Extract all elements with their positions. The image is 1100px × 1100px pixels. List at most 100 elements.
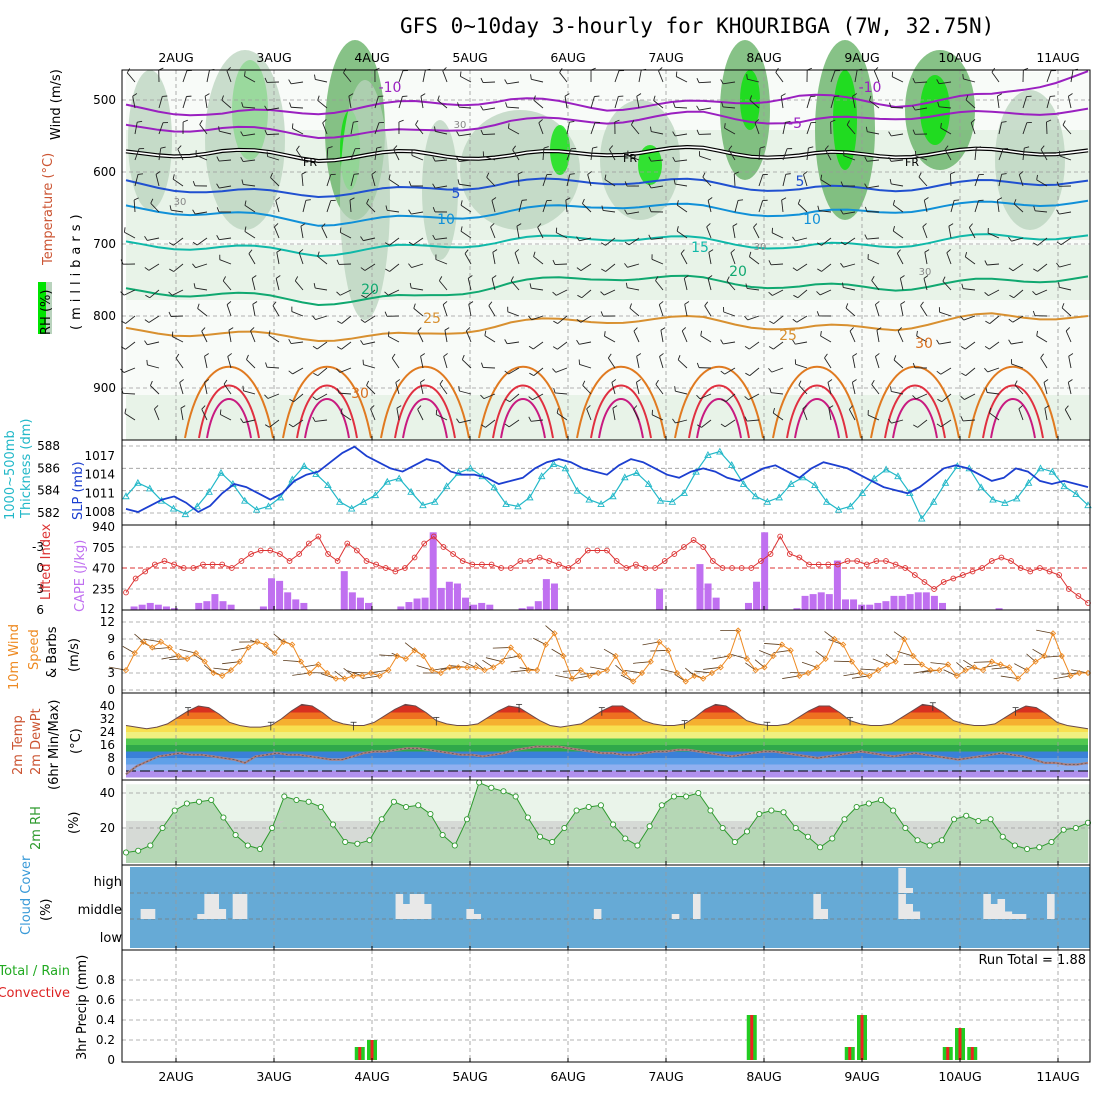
lifted-index-point — [527, 558, 533, 564]
wind-barb — [781, 200, 784, 213]
low-level-isotherm — [402, 398, 448, 439]
wind-barb — [388, 178, 400, 187]
wind-barb — [747, 287, 760, 291]
wind-barb-flag — [625, 282, 628, 288]
cape-bar — [292, 599, 300, 610]
wind-barb-flag — [950, 171, 956, 175]
wind-barb — [370, 408, 376, 421]
lifted-index-line — [125, 535, 1089, 604]
wind-barb-flag — [1062, 120, 1066, 126]
cloud-mid-bar — [820, 909, 829, 919]
wind-barb — [219, 130, 232, 135]
wind-barb — [796, 315, 808, 323]
wind-barb-flag — [552, 346, 558, 350]
wind-barb-flag — [553, 387, 556, 394]
wind-barb-flag — [442, 301, 448, 305]
wind-barb — [627, 155, 640, 161]
wind-speed-point — [122, 667, 130, 674]
cape-bar — [211, 594, 219, 610]
surface-wind-barb — [231, 647, 249, 651]
wind-barb-flag — [504, 370, 509, 375]
wind-barb — [555, 392, 568, 395]
surface-wind-barb — [283, 659, 301, 663]
wind-barb-flag — [653, 95, 656, 101]
wind-barb — [867, 131, 880, 135]
wind-barb-flag — [754, 119, 760, 124]
wind-barb-flag — [1040, 353, 1044, 359]
date-label-top: 2AUG — [158, 50, 193, 65]
wind-barb-flag — [696, 105, 700, 111]
wind-barb — [508, 127, 520, 135]
wind-barb — [566, 174, 571, 187]
wind-barb-flag — [888, 131, 892, 137]
wind-barb — [612, 408, 616, 421]
cloud-mid-bar — [402, 904, 411, 919]
wind-barb-flag — [984, 260, 988, 266]
wind-barb — [1061, 307, 1072, 317]
wind-speed-point — [787, 647, 794, 654]
wind-barb-flag — [612, 405, 618, 409]
surface-wind-barb — [801, 661, 818, 668]
wind-barb-flag — [1068, 379, 1073, 383]
wind-barb — [350, 174, 355, 187]
wind-barb-flag — [492, 249, 498, 253]
wind-barb-flag — [997, 197, 1003, 201]
wind-barb-flag — [864, 206, 868, 212]
wind-barb — [507, 81, 520, 85]
wind-barb-flag — [746, 74, 748, 80]
wind-barb-flag — [417, 327, 422, 332]
lifted-index-point — [988, 558, 995, 564]
lifted-index-point — [450, 551, 456, 557]
rh2m-point — [1048, 838, 1055, 846]
wind-barb-flag — [552, 291, 557, 296]
wind-barb — [655, 384, 664, 395]
wind-barb — [272, 305, 280, 317]
wind-barb — [123, 367, 136, 373]
wind-barb-flag — [1056, 241, 1062, 246]
wind-barb-flag — [970, 119, 976, 123]
wind-speed-point — [630, 678, 637, 685]
surface-wind-barb — [1014, 663, 1027, 671]
rh2m-tick-label: 20 — [100, 821, 115, 835]
surface-wind-barb — [462, 660, 476, 668]
wind-label-1: 10m Wind — [7, 624, 22, 690]
wind-barb-flag — [896, 249, 901, 254]
lifted-index-point — [767, 551, 774, 557]
wind-barb — [963, 78, 976, 83]
low-level-isotherm — [304, 398, 350, 439]
wind-speed-point — [979, 667, 987, 674]
wind-barb — [195, 263, 208, 269]
precip-conv-bar — [958, 1028, 962, 1060]
wind-barb — [798, 384, 808, 395]
wind-barb — [987, 392, 1000, 395]
wind-barb — [773, 412, 784, 421]
wind-barb-flag — [674, 386, 676, 392]
wind-barb-flag — [510, 276, 514, 282]
low-level-isotherm — [982, 384, 1044, 439]
wind-barb-flag — [984, 367, 989, 373]
date-label-bottom: 4AUG — [354, 1069, 389, 1084]
surface-wind-barb — [694, 670, 712, 674]
wind-barb-flag — [630, 120, 635, 125]
wind-barb — [483, 107, 496, 111]
lifted-index-point — [623, 565, 630, 571]
wind-barb-flag — [965, 95, 969, 101]
wind-barb — [439, 383, 448, 395]
wind-barb — [533, 256, 544, 265]
contour-label: 10 — [437, 212, 455, 228]
wind-barb — [531, 419, 544, 422]
wind-barb — [987, 367, 1000, 373]
thickness-point — [407, 487, 415, 495]
wind-barb-flag — [633, 327, 638, 332]
wind-barb — [1014, 384, 1024, 395]
wind-barb-flag — [530, 74, 532, 80]
wind-barb — [341, 315, 352, 324]
wind-barb — [442, 70, 448, 83]
wind-barb — [638, 70, 642, 83]
wind-speed-point — [525, 667, 532, 674]
wind-barb — [891, 390, 904, 395]
wind-barb-flag — [480, 77, 484, 83]
lifted-index-point — [806, 561, 812, 568]
wind-barb — [820, 335, 832, 343]
wind-barb — [364, 263, 376, 271]
